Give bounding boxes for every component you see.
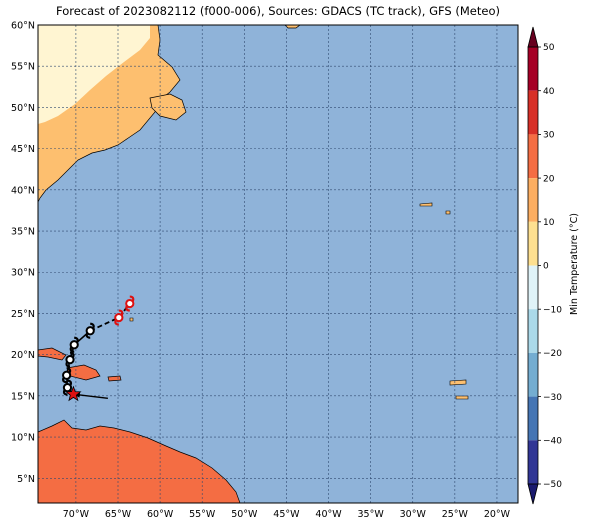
colorbar-band [528, 221, 538, 266]
colorbar-band [528, 90, 538, 135]
lon-tick-label: 60°W [147, 509, 174, 520]
lat-tick-label: 20°N [11, 350, 35, 361]
land-island-capeverde [455, 395, 469, 400]
lat-tick-label: 25°N [11, 309, 35, 320]
plot-frame [37, 24, 519, 504]
lat-tick-label: 30°N [11, 268, 35, 279]
colorbar-band [528, 352, 538, 397]
land-island-bermuda [129, 317, 134, 322]
cyclone-symbol-forecast [114, 309, 124, 326]
colorbar-tick-label: 50 [543, 43, 555, 53]
current-position-star [65, 385, 82, 402]
lon-tick-label: 50°W [231, 509, 258, 520]
lat-tick-label: 55°N [11, 62, 35, 73]
lat-tick-label: 15°N [11, 391, 35, 402]
lat-tick-label: 10°N [11, 433, 35, 444]
cyclone-symbol-past [69, 336, 79, 353]
map-title: Forecast of 2023082112 (f000-006), Sourc… [56, 4, 500, 18]
cyclone-symbol-past [85, 322, 95, 339]
colorbar: 50 40 30 20 10 0 −10 −20 −30 −40 −50 [527, 26, 562, 505]
colorbar-band [528, 396, 538, 441]
cyclone-symbol-past [62, 379, 73, 396]
lon-tick-label: 20°W [484, 509, 511, 520]
colorbar-tick-label: 0 [543, 262, 549, 272]
colorbar-tick-label: 40 [543, 87, 555, 97]
land-greenland [284, 25, 301, 29]
colorbar-band [528, 309, 538, 353]
colorbar-tick-label: −40 [543, 437, 562, 447]
lon-tick-label: 30°W [400, 509, 427, 520]
lon-tick-label: 35°W [358, 509, 385, 520]
latitude-labels: 60°N 55°N 50°N 45°N 40°N 35°N 30°N 25°N 20°N 15°N… [11, 21, 35, 485]
lon-tick-label: 70°W [63, 509, 90, 520]
land-newfoundland [149, 93, 187, 121]
colorbar-label: Min Temperature (°C) [569, 213, 580, 315]
lat-tick-label: 50°N [11, 103, 35, 114]
land-north-america-cold [38, 25, 150, 124]
colorbar-band [528, 265, 538, 310]
lon-tick-label: 45°W [273, 509, 300, 520]
colorbar-tick-label: −30 [543, 393, 562, 403]
lat-tick-label: 60°N [11, 21, 35, 32]
lon-tick-label: 25°W [442, 509, 469, 520]
lon-tick-label: 55°W [189, 509, 216, 520]
lat-tick-label: 35°N [11, 227, 35, 238]
lat-tick-label: 40°N [11, 185, 35, 196]
colorbar-tick-label: 10 [543, 218, 555, 228]
colorbar-extend-min [527, 483, 539, 505]
colorbar-band [528, 47, 538, 91]
lon-tick-label: 40°W [315, 509, 342, 520]
colorbar-extend-max [527, 26, 539, 48]
land-island-azores-east [445, 210, 451, 215]
colorbar-tick-label: 20 [543, 174, 555, 184]
colorbar-band [528, 178, 538, 222]
cyclone-symbol-past [62, 367, 72, 384]
colorbar-tick-label: −50 [543, 480, 562, 490]
colorbar-tick-label: −10 [543, 305, 562, 315]
cyclone-track [62, 295, 135, 402]
land-puerto-rico [107, 375, 122, 382]
colorbar-band [528, 134, 538, 179]
colorbar-tick-label: 30 [543, 131, 555, 141]
lon-tick-label: 65°W [105, 509, 132, 520]
land-cuba [38, 347, 67, 361]
land-south-america [38, 419, 241, 503]
lat-tick-label: 5°N [17, 474, 35, 485]
cyclone-symbol-past [65, 351, 75, 368]
colorbar-band [528, 440, 538, 484]
land-island-azores [419, 202, 433, 207]
colorbar-tick-label: −20 [543, 349, 562, 359]
land-island-canaries [449, 379, 467, 386]
longitude-labels: 70°W 65°W 60°W 55°W 50°W 45°W 40°W 35°W 30°W 25°W… [63, 509, 511, 520]
cyclone-symbol-forecast [125, 295, 135, 312]
lat-tick-label: 45°N [11, 144, 35, 155]
